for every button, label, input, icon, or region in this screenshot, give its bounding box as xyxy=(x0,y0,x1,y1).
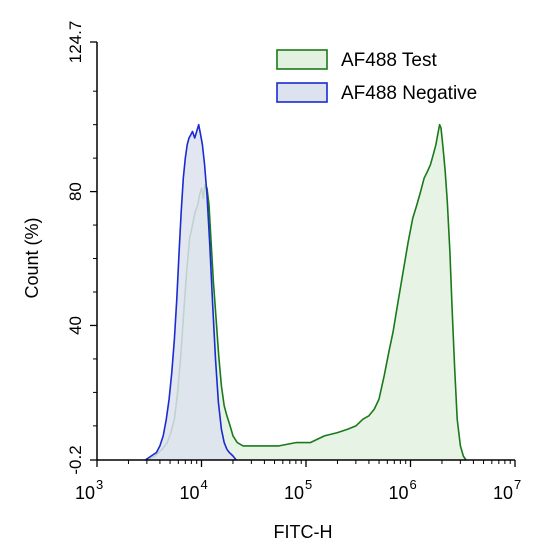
x-tick-exponent: 4 xyxy=(201,477,208,492)
series-0-area xyxy=(146,124,466,460)
legend-label: AF488 Negative xyxy=(341,83,477,104)
x-tick-base: 10 xyxy=(179,483,199,503)
x-tick-label: 10 3 xyxy=(75,477,103,503)
legend-item: AF488 Negative xyxy=(276,82,477,104)
y-tick-label: 40 xyxy=(66,316,85,335)
y-axis-label: Count (%) xyxy=(22,217,42,298)
x-tick-base: 10 xyxy=(284,483,304,503)
x-tick-base: 10 xyxy=(388,483,408,503)
x-tick-base: 10 xyxy=(493,483,513,503)
x-tick-exponent: 7 xyxy=(514,477,521,492)
legend: AF488 Test AF488 Negative xyxy=(276,49,477,104)
x-tick-exponent: 6 xyxy=(410,477,417,492)
x-tick-exponent: 5 xyxy=(305,477,312,492)
legend-label: AF488 Test xyxy=(341,50,437,71)
x-tick-base: 10 xyxy=(75,483,95,503)
legend-item: AF488 Test xyxy=(276,49,437,71)
y-tick-label: 80 xyxy=(66,182,85,201)
plot-areas xyxy=(144,123,467,461)
x-tick-label: 10 7 xyxy=(493,477,521,503)
x-tick-exponent: 3 xyxy=(96,477,103,492)
legend-swatch xyxy=(276,49,328,70)
series-1-line xyxy=(144,123,237,461)
tick-marks xyxy=(90,41,516,467)
y-tick-label: 124.7 xyxy=(66,21,85,64)
y-tick-label: -0.2 xyxy=(66,445,85,474)
series-1-area xyxy=(145,124,237,460)
legend-swatch xyxy=(276,82,328,103)
x-axis-label: FITC-H xyxy=(274,522,333,542)
x-tick-label: 10 4 xyxy=(179,477,207,503)
x-tick-label: 10 6 xyxy=(388,477,416,503)
x-tick-label: 10 5 xyxy=(284,477,312,503)
